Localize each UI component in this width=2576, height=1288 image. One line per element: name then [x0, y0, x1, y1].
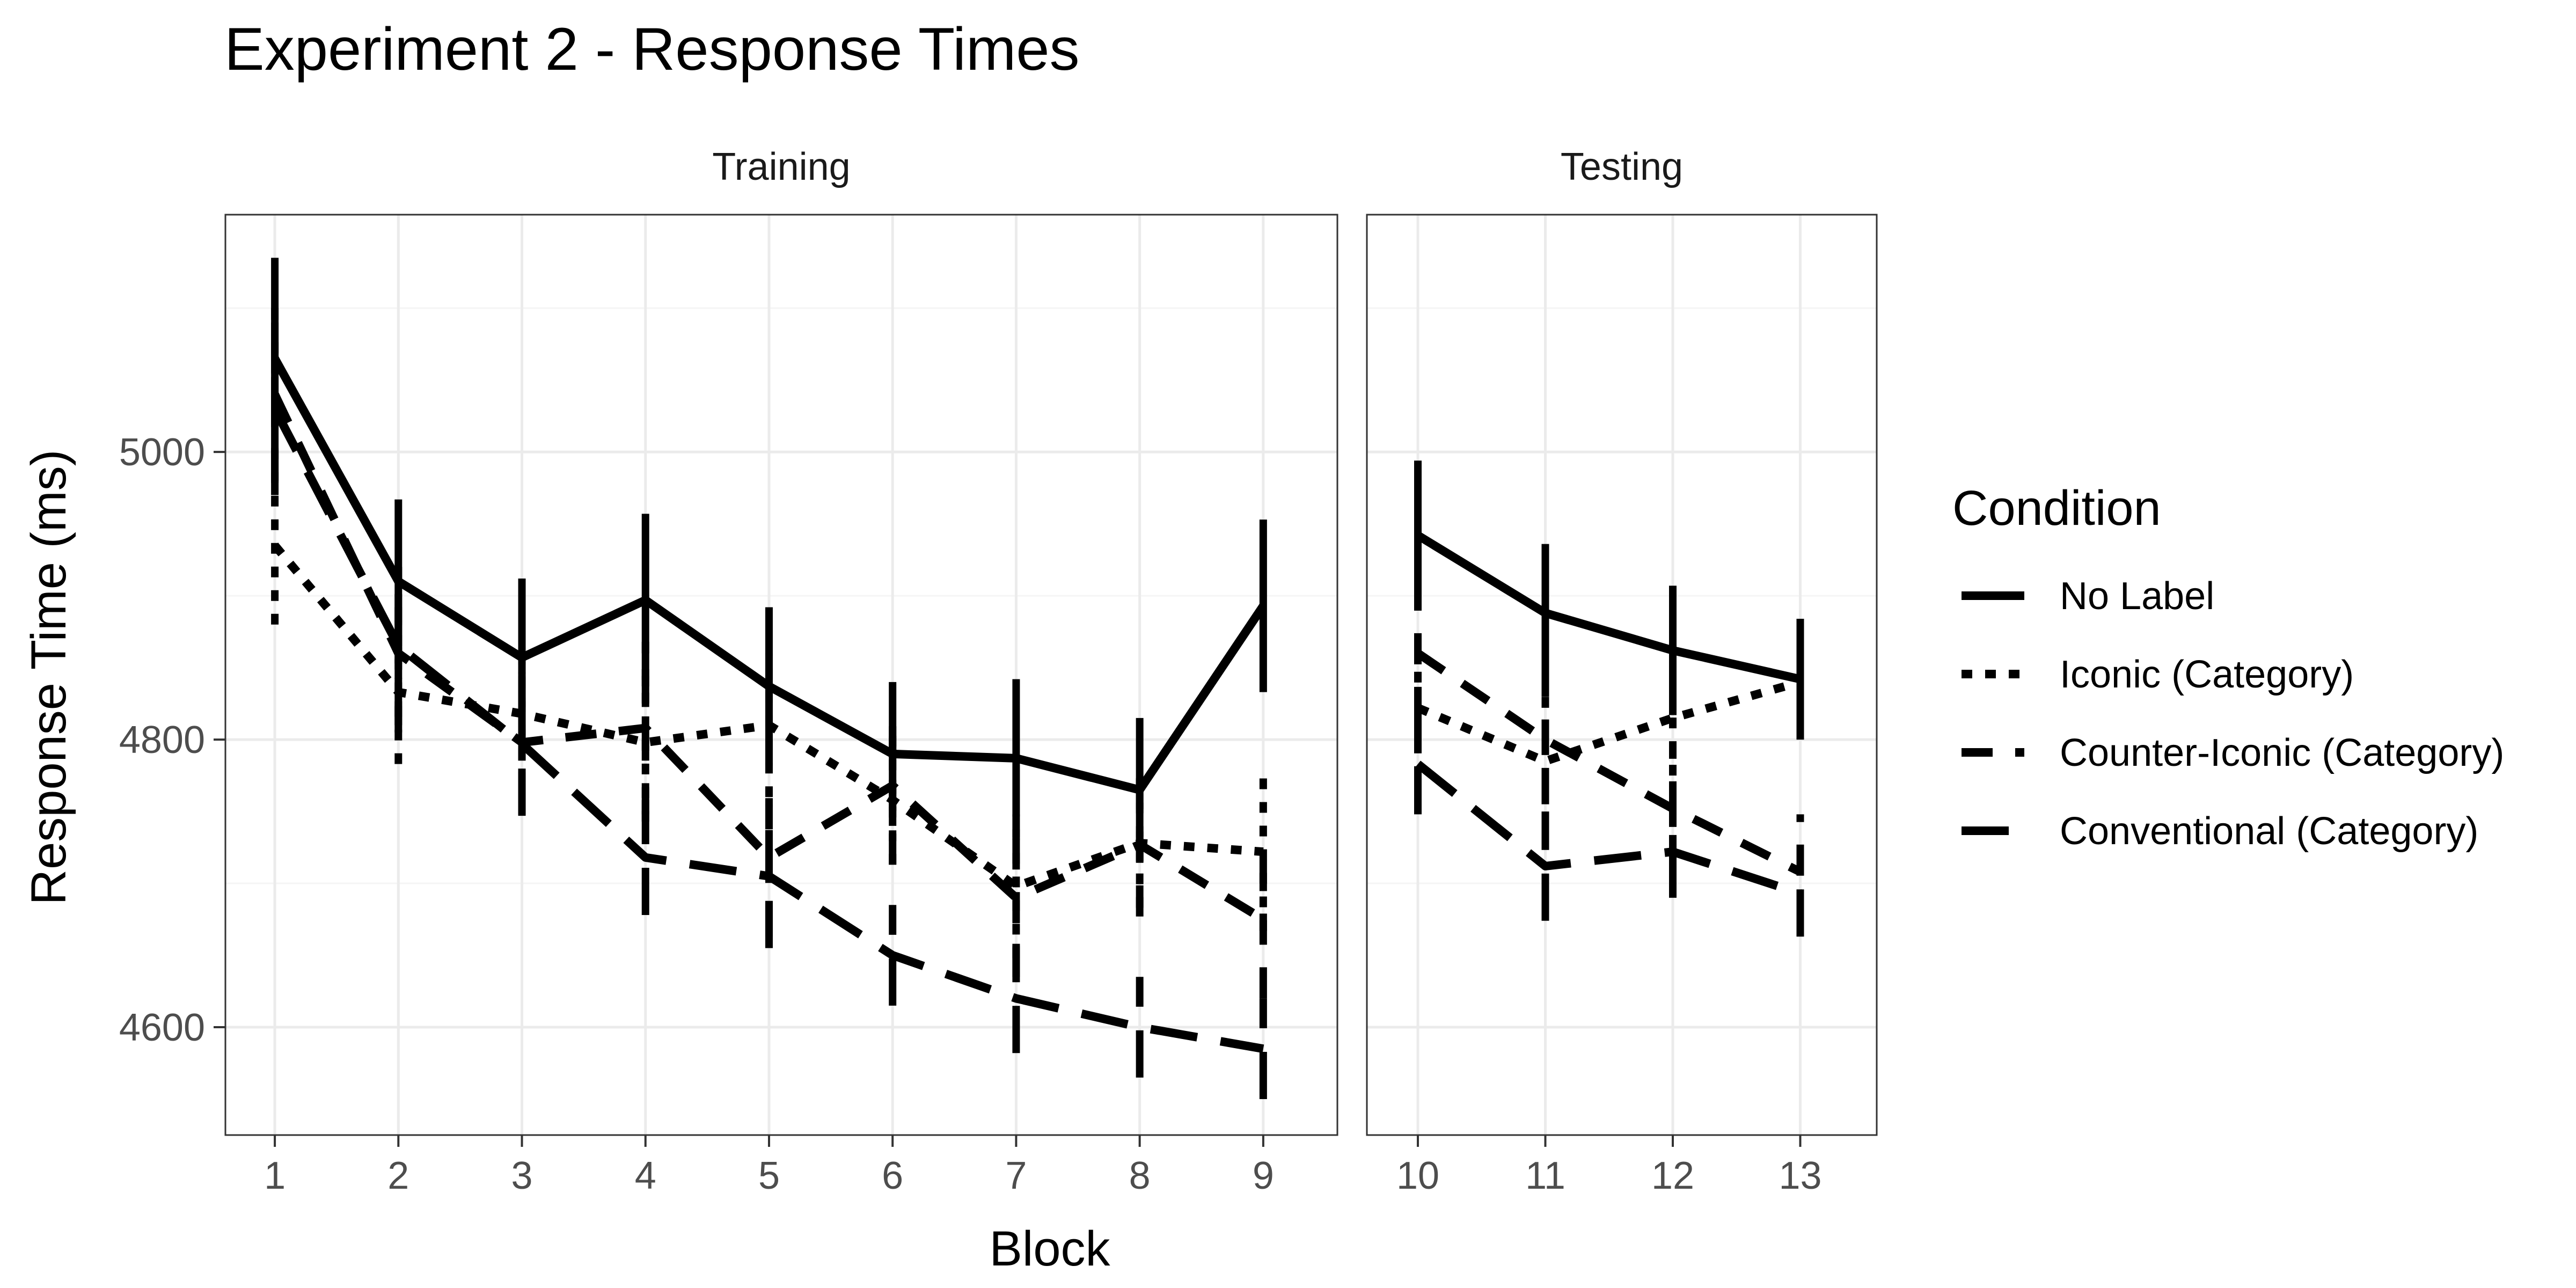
series-line	[1415, 760, 1802, 898]
legend-title: Condition	[1952, 481, 2161, 536]
legend-label: Counter-Iconic (Category)	[2060, 731, 2504, 774]
x-tick-label: 1	[264, 1154, 286, 1197]
panel-training-border	[224, 214, 1338, 1136]
x-tick-label: 5	[758, 1154, 780, 1197]
panel-testing: Testing 10 11 12 13	[1366, 145, 1878, 1197]
x-tick-label: 9	[1253, 1154, 1274, 1197]
series-line	[271, 407, 1264, 1053]
series-line	[271, 543, 1264, 891]
x-tick-label: 3	[511, 1154, 533, 1197]
x-tick-label: 11	[1525, 1154, 1565, 1197]
x-tick-label: 7	[1005, 1154, 1027, 1197]
series-line	[1415, 531, 1802, 684]
panel-testing-border	[1366, 214, 1878, 1136]
legend-label: Conventional (Category)	[2060, 810, 2478, 853]
panel-training-series	[270, 258, 1267, 1100]
y-tick-label: 4800	[119, 719, 205, 762]
legend-item: Conventional (Category)	[1962, 810, 2478, 853]
x-tick-label: 2	[387, 1154, 409, 1197]
legend: Condition No Label Iconic (Category) Count…	[1952, 481, 2504, 853]
series-line	[1415, 649, 1803, 876]
panel-testing-x-axis: 10 11 12 13	[1396, 1135, 1822, 1197]
series-conventional-category	[1414, 713, 1804, 937]
x-tick-label: 13	[1779, 1154, 1821, 1197]
panel-training: Training 1 2 3 4 5 6 7 8 9	[224, 145, 1338, 1197]
y-tick-label: 5000	[119, 431, 205, 474]
x-tick-label: 8	[1129, 1154, 1151, 1197]
series-no-label	[1414, 460, 1804, 740]
panel-testing-series	[1414, 460, 1804, 937]
series-conventional-category	[271, 322, 1267, 1100]
panel-testing-strip-label: Testing	[1561, 145, 1683, 188]
legend-label: No Label	[2060, 575, 2214, 618]
y-axis: 4600 4800 5000	[119, 431, 225, 1049]
series-iconic-category	[1414, 624, 1804, 826]
legend-item: Iconic (Category)	[1962, 653, 2354, 696]
y-axis-title: Response Time (ms)	[21, 450, 76, 905]
x-tick-label: 12	[1651, 1154, 1694, 1197]
x-tick-label: 4	[635, 1154, 656, 1197]
series-line	[1416, 678, 1802, 766]
legend-label: Iconic (Category)	[2060, 653, 2354, 696]
x-axis-title: Block	[990, 1221, 1111, 1276]
chart-title: Experiment 2 - Response Times	[224, 16, 1080, 83]
y-tick-label: 4600	[119, 1006, 205, 1049]
legend-item: Counter-Iconic (Category)	[1962, 731, 2504, 774]
panel-training-x-axis: 1 2 3 4 5 6 7 8 9	[264, 1135, 1274, 1197]
panel-training-strip-label: Training	[712, 145, 850, 188]
legend-item: No Label	[1962, 575, 2214, 618]
series-line	[271, 356, 1267, 794]
x-tick-label: 10	[1396, 1154, 1439, 1197]
legend-items: No Label Iconic (Category) Counter-Iconic …	[1962, 575, 2504, 853]
x-tick-label: 6	[882, 1154, 903, 1197]
